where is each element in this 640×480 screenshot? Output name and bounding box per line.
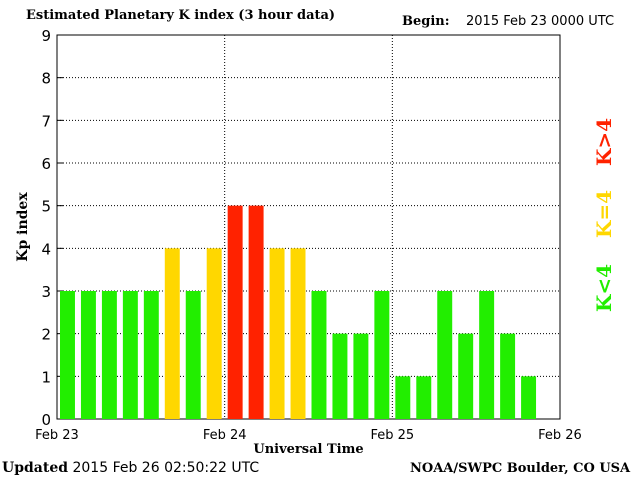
kp-bar [521, 376, 537, 419]
kp-bar [143, 291, 159, 419]
y-tick-label: 6 [41, 155, 51, 173]
kp-bar [164, 248, 180, 419]
kp-bar [185, 291, 201, 419]
chart-title: Estimated Planetary K index (3 hour data… [26, 8, 336, 23]
x-tick-label: Feb 25 [370, 428, 414, 443]
x-axis-label: Universal Time [253, 442, 363, 457]
kp-bar [60, 291, 75, 419]
begin-value: 2015 Feb 23 0000 UTC [466, 14, 615, 29]
kp-bar [290, 248, 306, 419]
y-tick-label: 9 [41, 27, 51, 45]
y-tick-label: 4 [41, 240, 51, 258]
kp-bar [479, 291, 495, 419]
x-tick-label: Feb 23 [35, 428, 79, 443]
y-tick-label: 8 [41, 70, 51, 88]
kp-bar [122, 291, 138, 419]
y-tick-label: 1 [41, 368, 51, 386]
kp-bar [311, 291, 327, 419]
kp-bar [248, 205, 264, 419]
y-tick-label: 5 [41, 198, 51, 216]
y-tick-label: 7 [41, 112, 51, 130]
updated-label: Updated [2, 460, 69, 476]
kp-bar [374, 291, 390, 419]
kp-bar [101, 291, 117, 419]
legend-above-4: K>4 [592, 117, 616, 166]
y-tick-label: 2 [41, 326, 51, 344]
kp-bar [332, 333, 348, 419]
kp-bar [395, 376, 411, 419]
kp-bar [437, 291, 453, 419]
kp-bar [458, 333, 474, 419]
begin-label: Begin: [402, 14, 450, 29]
kp-bar [269, 248, 285, 419]
legend-below-4: K<4 [592, 263, 616, 312]
y-axis-label: Kp index [15, 192, 31, 262]
kp-bar [227, 205, 243, 419]
credit-text: NOAA/SWPC Boulder, CO USA [410, 461, 631, 476]
kp-bar [353, 333, 369, 419]
updated-timestamp: Updated 2015 Feb 26 02:50:22 UTC [2, 460, 259, 476]
kp-bar [416, 376, 432, 419]
updated-value: 2015 Feb 26 02:50:22 UTC [72, 460, 260, 476]
kp-bar [500, 333, 516, 419]
kp-bar [206, 248, 222, 419]
legend-equal-4: K=4 [592, 189, 616, 238]
kp-bar [80, 291, 96, 419]
x-tick-label: Feb 26 [538, 428, 582, 443]
x-tick-label: Feb 24 [203, 428, 247, 443]
plot-frame [56, 34, 561, 420]
y-tick-label: 3 [41, 283, 51, 301]
y-tick-label: 0 [41, 411, 51, 429]
